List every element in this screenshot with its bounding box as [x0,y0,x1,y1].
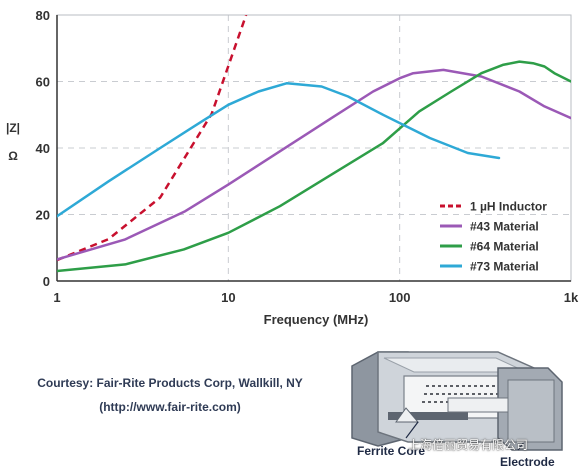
series-line-1 [57,15,248,262]
series-line-3 [57,60,571,273]
x-tick-label: 100 [389,290,411,305]
courtesy-url: (http://www.fair-rite.com) [99,400,241,414]
grid-lines [57,15,571,281]
x-tick-labels: 1 10 100 1k [53,290,579,305]
chip-ferrite-bead-illustration [351,351,563,451]
series-line-4 [57,81,501,218]
watermark-text: 上海倍丽贸易有限公司 [408,438,529,452]
x-axis-label: Frequency (MHz) [264,312,369,327]
y-tick-label: 20 [36,208,50,223]
legend-label-1: 1 µH Inductor [470,200,547,214]
legend: 1 µH Inductor #43 Material #64 Material #73… [440,200,547,274]
impedance-chart: 1 10 100 1k 0 20 40 60 80 Frequency (MHz) |Z| Ω… [6,8,579,327]
y-tick-label: 40 [36,141,50,156]
y-tick-label: 80 [36,8,50,23]
ferrite-core-label: Ferrite Core [357,444,426,458]
legend-label-4: #73 Material [470,260,539,274]
y-tick-labels: 0 20 40 60 80 [36,8,50,289]
series-line-2 [57,68,571,261]
y-axis-label-abs-z: |Z| [6,121,20,135]
y-tick-label: 0 [43,274,50,289]
x-tick-label: 1k [564,290,579,305]
x-tick-label: 10 [221,290,235,305]
series-lines [57,15,571,273]
courtesy-line: Courtesy: Fair-Rite Products Corp, Wallk… [37,376,303,390]
y-axis-label-ohm: Ω [8,149,18,163]
x-tick-label: 1 [53,290,60,305]
plot-frame [56,14,572,282]
legend-label-2: #43 Material [470,220,539,234]
legend-label-3: #64 Material [470,240,539,254]
electrode-label: Electrode [500,455,555,469]
y-tick-label: 60 [36,75,50,90]
